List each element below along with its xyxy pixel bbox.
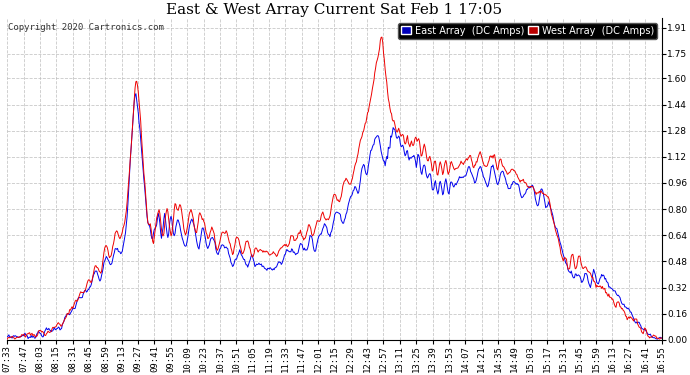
Legend: East Array  (DC Amps), West Array  (DC Amps): East Array (DC Amps), West Array (DC Amp… [398,23,657,39]
Title: East & West Array Current Sat Feb 1 17:05: East & West Array Current Sat Feb 1 17:0… [166,3,502,17]
Text: Copyright 2020 Cartronics.com: Copyright 2020 Cartronics.com [8,23,164,32]
